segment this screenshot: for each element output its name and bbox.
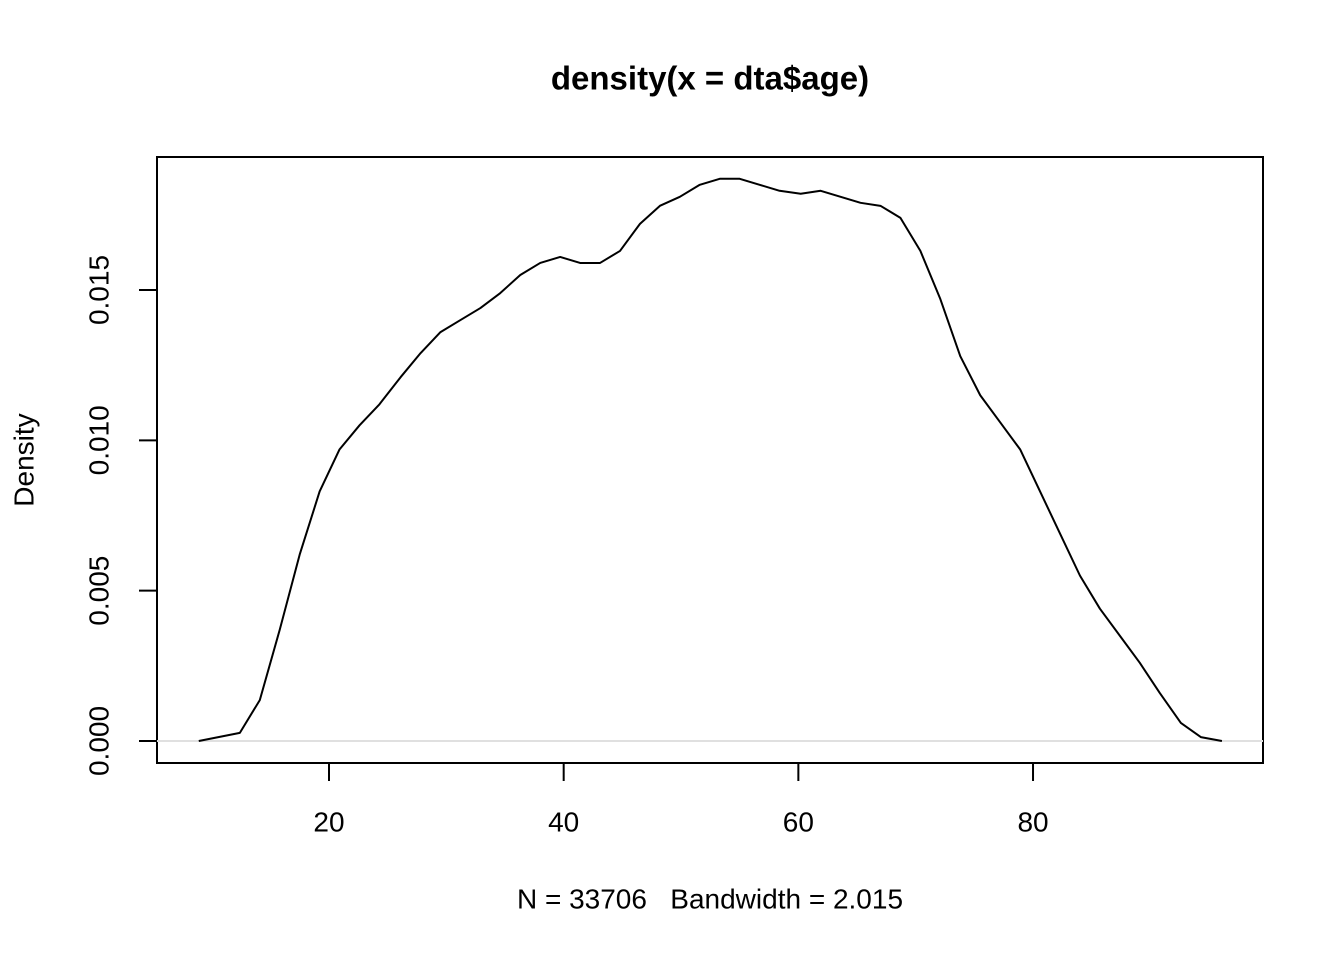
x-axis-label: N = 33706 Bandwidth = 2.015 bbox=[517, 883, 903, 914]
y-tick-label: 0.000 bbox=[83, 706, 114, 776]
y-axis-label: Density bbox=[8, 413, 39, 506]
density-line bbox=[198, 177, 1223, 742]
x-tick-label: 80 bbox=[1017, 806, 1048, 837]
y-tick-label: 0.015 bbox=[83, 255, 114, 325]
x-tick-label: 60 bbox=[783, 806, 814, 837]
x-tick-label: 20 bbox=[313, 806, 344, 837]
x-tick-label: 40 bbox=[548, 806, 579, 837]
plot-frame bbox=[156, 156, 1264, 764]
y-tick-label: 0.010 bbox=[83, 405, 114, 475]
chart-title: density(x = dta$age) bbox=[551, 60, 869, 97]
y-tick-label: 0.005 bbox=[83, 556, 114, 626]
